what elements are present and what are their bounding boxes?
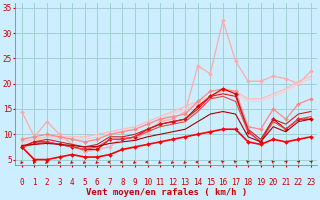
X-axis label: Vent moyen/en rafales ( km/h ): Vent moyen/en rafales ( km/h ) [86, 188, 247, 197]
